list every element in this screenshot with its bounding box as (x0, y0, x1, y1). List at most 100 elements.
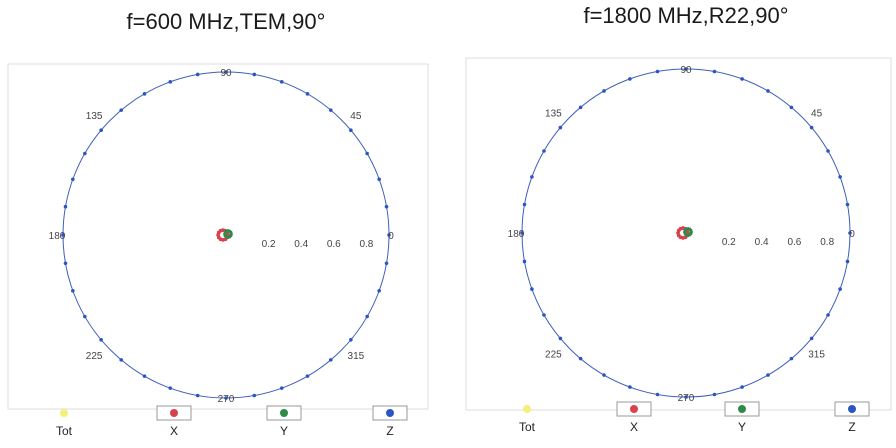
plot-frame-left (7, 63, 429, 410)
angle-label: 315 (808, 350, 825, 361)
data-point-z (377, 177, 381, 182)
data-point-z (520, 231, 524, 235)
legend-marker-x (630, 405, 638, 413)
data-point-z (279, 80, 284, 84)
angle-label: 90 (680, 65, 692, 76)
radial-tick-label: 0.4 (755, 237, 769, 248)
data-point-z (195, 393, 200, 398)
data-point-z (252, 72, 257, 77)
data-point-z (558, 336, 563, 341)
data-point-z (655, 392, 660, 397)
data-point-z (602, 89, 606, 93)
data-point-z (628, 77, 632, 81)
data-point-z (384, 261, 389, 266)
legend-marker-x (170, 409, 178, 417)
data-point-z (99, 128, 103, 133)
data-point-y (229, 234, 233, 238)
data-point-z (845, 202, 850, 207)
radial-tick-label: 0.2 (722, 237, 736, 248)
data-point-z (578, 105, 583, 110)
data-point-z (328, 108, 333, 112)
data-point-z (71, 177, 75, 182)
data-point-z (83, 314, 87, 319)
data-point-z (848, 231, 852, 235)
angle-label: 180 (49, 231, 66, 242)
legend-label-x: X (170, 424, 178, 438)
data-point-z (558, 125, 563, 130)
data-point-z (809, 336, 814, 341)
data-point-z (305, 92, 310, 96)
data-point-z (119, 108, 124, 112)
data-point-z (279, 386, 284, 390)
data-point-z (349, 128, 353, 133)
data-point-z (365, 314, 369, 319)
data-point-z (83, 151, 87, 156)
data-point-z (809, 125, 814, 130)
data-point-z (838, 287, 842, 291)
data-point-z (377, 288, 381, 293)
polar-plot-right: 90 45 0 315 270 225 180 135 0.2 0.4 0.6 0.8 (508, 65, 856, 404)
polar-panel-right: f=1800 MHz,R22,90° 90 45 0 315 270 225 180 135 0… (465, 3, 892, 434)
legend-label-z: Z (386, 424, 393, 438)
radial-tick-label: 0.8 (359, 239, 373, 250)
radial-tick-label: 0.6 (327, 239, 341, 250)
data-point-z (684, 395, 688, 399)
angle-label: 225 (86, 351, 103, 362)
data-point-z (224, 396, 228, 400)
legend-marker-z (386, 409, 394, 417)
data-point-z (628, 385, 632, 389)
data-point-z (61, 233, 65, 237)
legend-label-x: X (630, 420, 638, 434)
data-point-z (712, 392, 717, 397)
legend-left: Tot X Y Z (56, 405, 408, 438)
angle-label: 135 (86, 111, 103, 122)
data-point-z (789, 356, 794, 361)
angle-label: 45 (811, 108, 823, 119)
legend-right: Tot X Y Z (519, 401, 870, 434)
data-point-z (789, 105, 794, 110)
angle-label: 225 (545, 350, 562, 361)
chart-title-right: f=1800 MHz,R22,90° (583, 3, 788, 28)
angle-label: 90 (220, 68, 232, 79)
radial-tick-label: 0.2 (262, 239, 276, 250)
data-point-z (712, 69, 717, 74)
data-point-z (365, 151, 369, 156)
data-point-z (119, 358, 124, 362)
data-point-z (387, 233, 391, 237)
data-point-z (740, 385, 744, 389)
chart-title-left: f=600 MHz,TEM,90° (127, 9, 326, 34)
legend-marker-y (738, 405, 746, 413)
data-point-z (168, 80, 173, 84)
data-point-z (142, 92, 147, 96)
data-point-z (63, 204, 68, 209)
data-point-z (305, 374, 310, 378)
legend-label-tot: Tot (56, 424, 73, 438)
angle-label: 270 (678, 393, 695, 404)
radial-tick-label: 0.6 (787, 237, 801, 248)
data-point-z (195, 72, 200, 77)
angle-label: 0 (849, 229, 855, 240)
legend-label-z: Z (848, 420, 855, 434)
polar-panel-left: f=600 MHz,TEM,90° 90 45 0 315 270 225 180 135 0.… (7, 9, 429, 438)
data-point-z (168, 386, 173, 390)
data-point-z (766, 89, 770, 93)
data-point-z (602, 373, 606, 377)
legend-label-y: Y (280, 424, 288, 438)
data-point-z (838, 175, 842, 179)
angle-label: 270 (218, 394, 235, 405)
data-point-z (826, 149, 830, 153)
data-point-z (578, 356, 583, 361)
data-point-z (530, 175, 534, 179)
polar-plot-left: 90 45 0 315 270 225 180 135 0.2 0.4 0.6 0.8 (49, 68, 395, 405)
data-point-z (349, 337, 353, 342)
data-point-z (845, 259, 850, 264)
plot-frame-right (465, 57, 892, 411)
angle-label: 45 (350, 111, 362, 122)
legend-label-y: Y (738, 420, 746, 434)
data-point-z (530, 287, 534, 291)
data-point-z (766, 373, 770, 377)
data-point-z (224, 70, 228, 74)
angle-label: 315 (348, 351, 365, 362)
data-point-z (142, 374, 147, 378)
